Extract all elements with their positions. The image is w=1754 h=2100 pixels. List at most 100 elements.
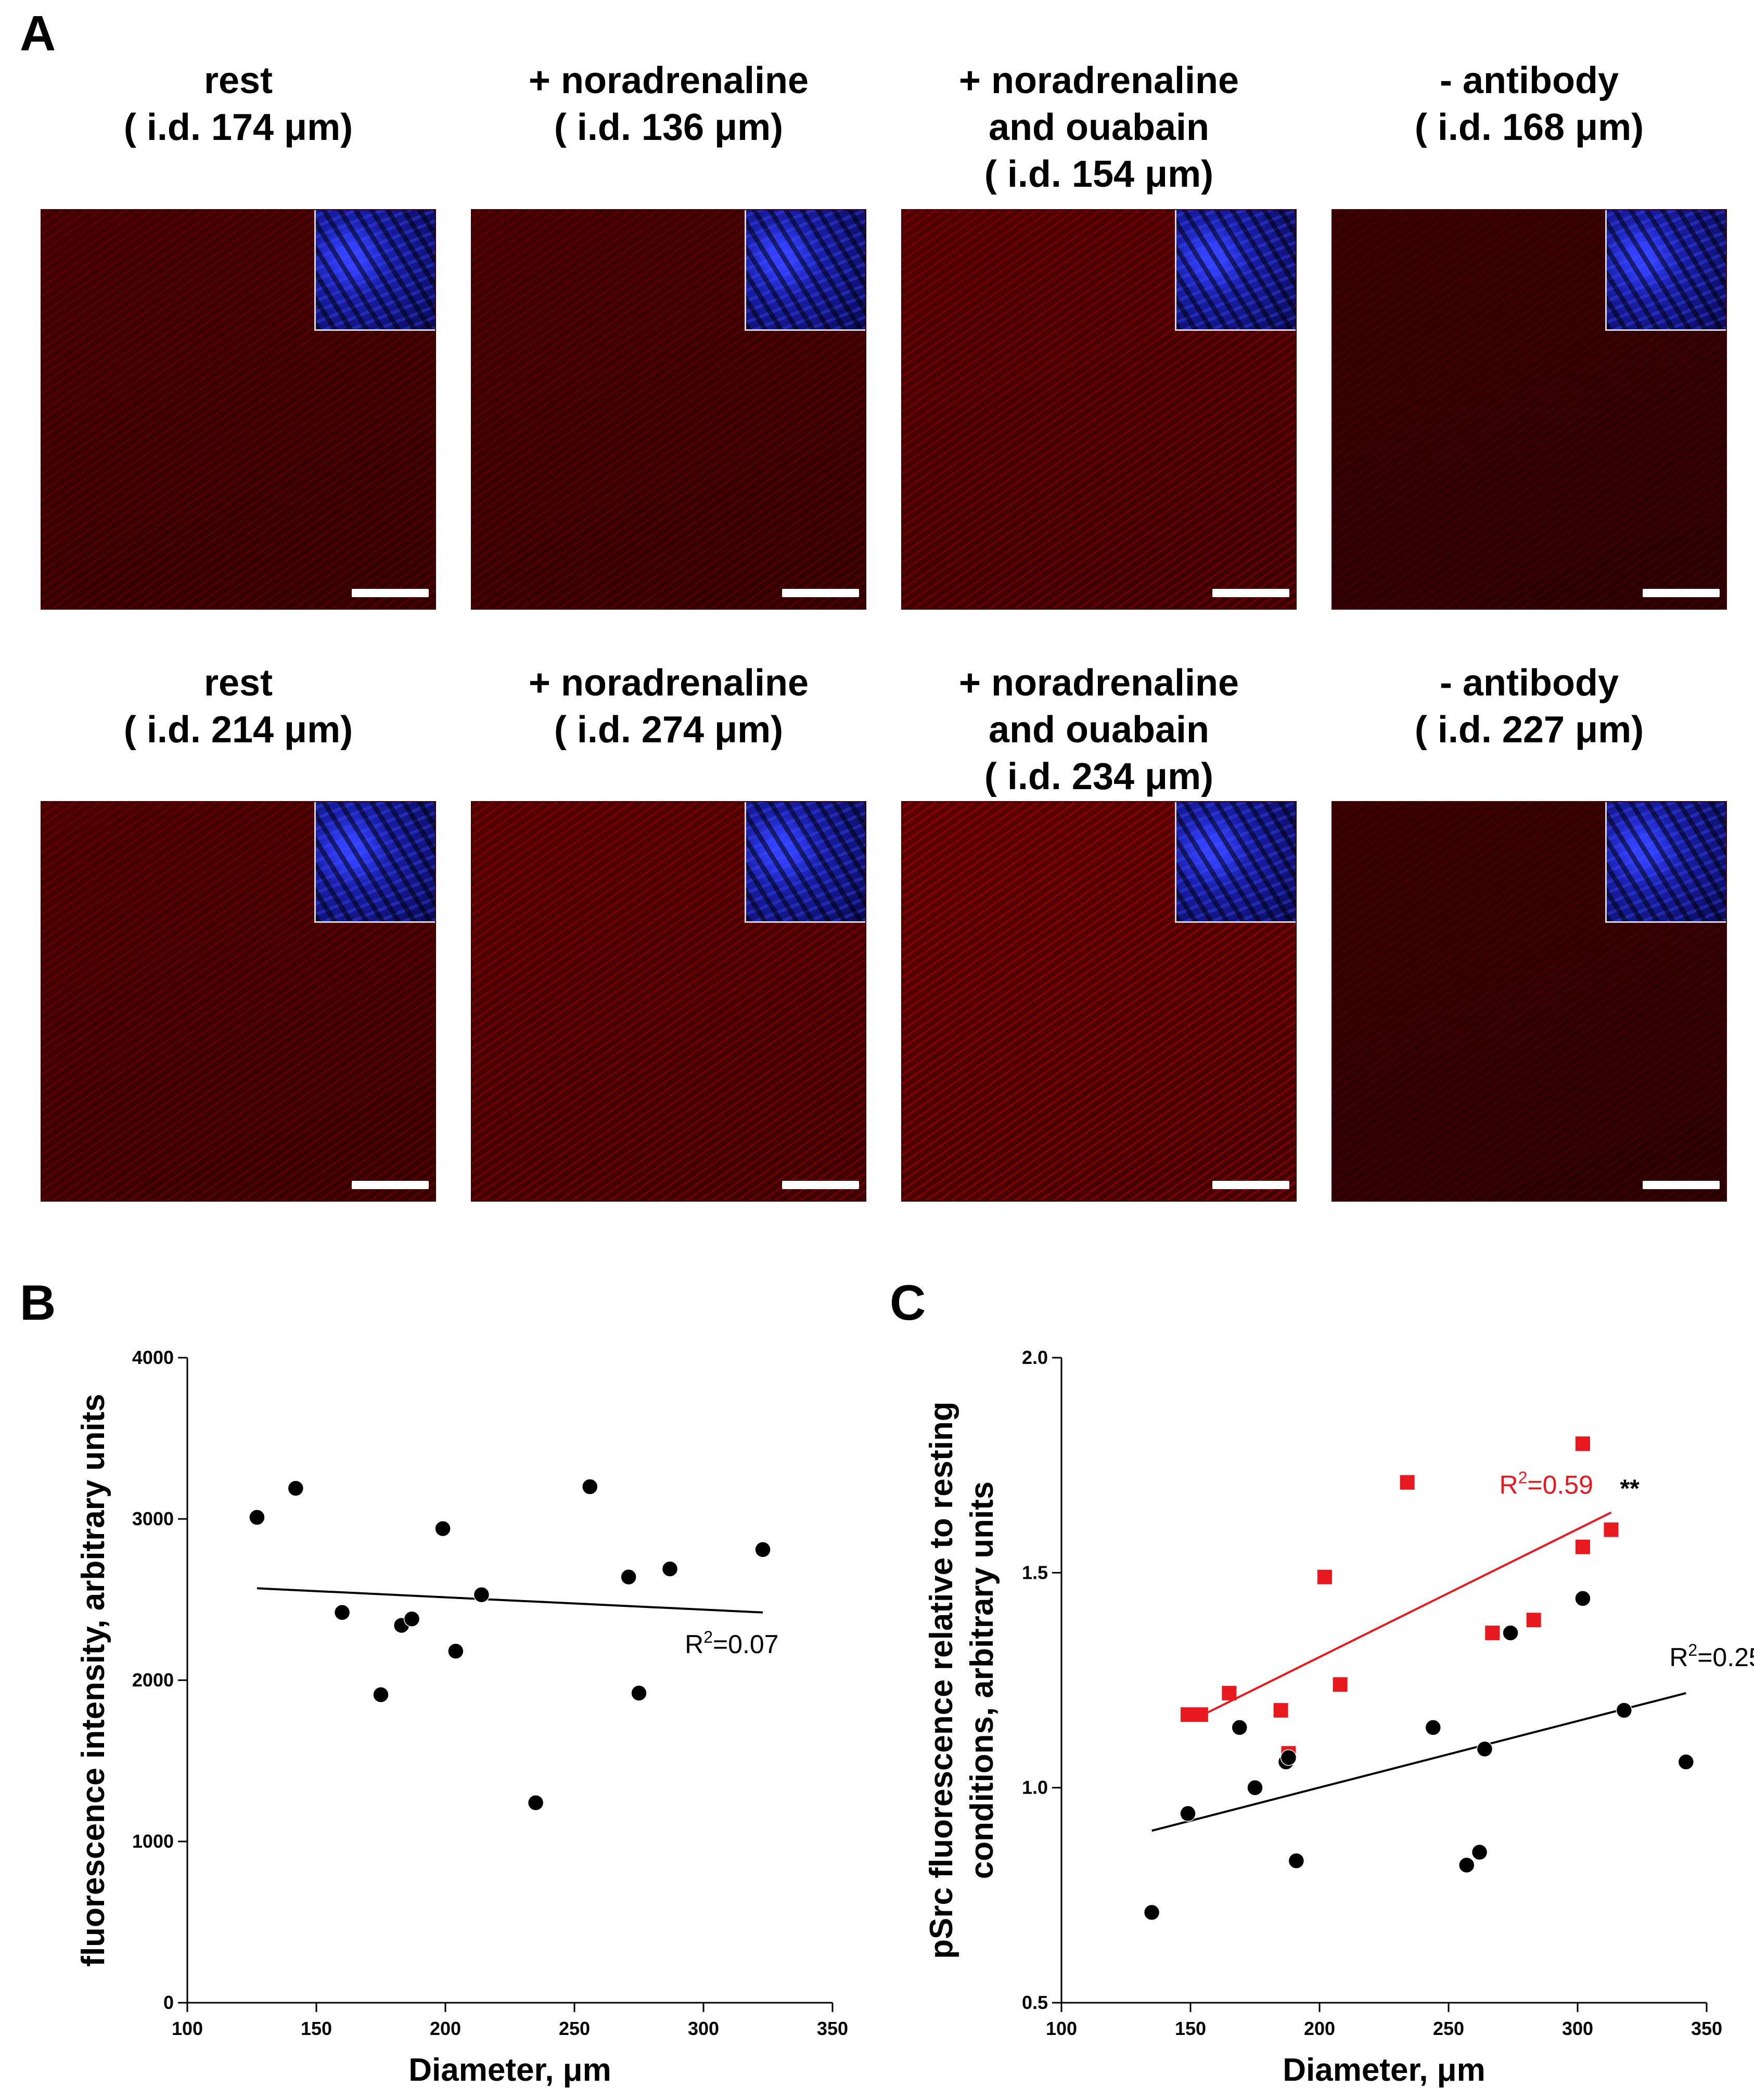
panel-c-letter: C <box>890 1275 926 1331</box>
x-tick-label: 200 <box>1304 2018 1335 2039</box>
micrograph-image <box>471 209 866 610</box>
regression-line <box>257 1587 763 1614</box>
micrograph-label: + noradrenaline and ouabain ( i.d. 234 μm) <box>901 660 1297 800</box>
micrograph-label-line: ( i.d. 136 μm) <box>554 107 784 148</box>
micrograph-label-line: ( i.d. 227 μm) <box>1414 709 1644 751</box>
y-tick-label: 1.5 <box>1022 1562 1048 1583</box>
data-point <box>1180 1805 1196 1822</box>
data-point <box>1333 1677 1348 1692</box>
micrograph-label: + noradrenaline ( i.d. 274 μm) <box>471 660 866 753</box>
data-point <box>334 1604 351 1621</box>
micrograph-image <box>41 801 436 1202</box>
data-point <box>1476 1741 1493 1758</box>
micrograph-label: rest ( i.d. 174 μm) <box>41 57 436 151</box>
micrograph-label-line: ( i.d. 174 μm) <box>123 107 353 148</box>
x-tick-label: 150 <box>301 2018 332 2039</box>
micrograph-label-line: rest <box>203 60 273 101</box>
data-point <box>249 1509 265 1526</box>
data-point <box>1231 1719 1248 1736</box>
x-tick-label: 350 <box>1691 2018 1722 2039</box>
micrograph-label-line: - antibody <box>1440 662 1619 704</box>
micrograph-image <box>471 801 866 1202</box>
micrograph-label-line: - antibody <box>1440 60 1619 101</box>
data-point <box>1575 1539 1590 1554</box>
scale-bar <box>1212 1181 1289 1189</box>
regression-line <box>1202 1511 1612 1716</box>
micrograph-image <box>41 209 436 610</box>
data-point <box>403 1611 420 1627</box>
x-tick-label: 150 <box>1175 2018 1206 2039</box>
micrograph-label-line: ( i.d. 168 μm) <box>1414 107 1644 148</box>
data-point <box>1678 1754 1695 1770</box>
data-point <box>1288 1852 1305 1869</box>
y-axis-label: conditions, arbitrary units <box>964 1481 1000 1879</box>
data-point <box>754 1541 771 1558</box>
nuclei-inset <box>1175 802 1296 923</box>
data-point <box>1574 1590 1591 1607</box>
micrograph-image <box>901 801 1297 1202</box>
panel-b-letter: B <box>20 1275 56 1331</box>
data-point <box>373 1686 389 1703</box>
data-point <box>631 1685 647 1702</box>
nuclei-inset <box>1605 210 1726 331</box>
data-point <box>1616 1702 1633 1719</box>
x-axis-label: Diameter, μm <box>408 2052 611 2088</box>
y-axis-label: fluorescence intensity, arbitrary units <box>75 1394 111 1966</box>
micrograph-label-line: ( i.d. 214 μm) <box>123 709 353 751</box>
chart-c: 100 150 200 250 300 350 0.5 1.0 1.5 2.0 Diameter, … <box>924 1347 1754 2088</box>
nuclei-inset <box>314 802 435 923</box>
data-point <box>1502 1625 1519 1641</box>
data-point <box>1317 1569 1332 1584</box>
data-point <box>620 1568 637 1586</box>
micrograph-label: - antibody ( i.d. 227 μm) <box>1331 660 1727 753</box>
r-squared-label: R2=0.07 <box>685 1628 778 1659</box>
data-point <box>661 1561 678 1577</box>
micrograph-label: rest ( i.d. 214 μm) <box>41 660 436 753</box>
data-point <box>447 1643 464 1659</box>
micrograph-image <box>1331 209 1727 610</box>
nuclei-inset <box>1605 802 1726 923</box>
micrograph-label-line: ( i.d. 274 μm) <box>554 709 784 751</box>
x-tick-label: 350 <box>817 2018 848 2039</box>
data-point <box>1400 1475 1415 1490</box>
x-tick-label: 250 <box>1433 2018 1464 2039</box>
x-tick-label: 300 <box>688 2018 719 2039</box>
micrograph-label: + noradrenaline ( i.d. 136 μm) <box>471 57 866 151</box>
nuclei-inset <box>745 210 865 331</box>
x-axis-label: Diameter, μm <box>1283 2052 1485 2088</box>
scale-bar <box>782 589 859 597</box>
data-point <box>1575 1436 1590 1451</box>
data-point <box>1222 1685 1237 1700</box>
x-tick-label: 200 <box>430 2018 461 2039</box>
data-point <box>1247 1779 1263 1796</box>
micrograph-label-line: + noradrenaline <box>528 662 809 704</box>
scale-bar <box>782 1181 859 1189</box>
data-point <box>434 1520 451 1537</box>
y-tick-label: 3000 <box>132 1508 174 1529</box>
y-tick-label: 2000 <box>132 1669 174 1691</box>
micrograph-label-line: + noradrenaline <box>958 60 1239 101</box>
micrograph-label-line: ( i.d. 154 μm) <box>984 153 1214 195</box>
significance-stars: ** <box>1620 1475 1640 1503</box>
micrograph-label-line: and ouabain <box>988 107 1210 148</box>
data-point <box>473 1586 490 1603</box>
chart-b: 100 150 200 250 300 350 0 1000 2000 3000 4000 Diame… <box>75 1347 848 2088</box>
micrograph-label-line: rest <box>203 662 273 704</box>
x-tick-label: 100 <box>172 2018 203 2039</box>
y-tick-label: 0 <box>163 1992 174 2013</box>
scale-bar <box>1643 1181 1720 1189</box>
data-point <box>1193 1707 1208 1722</box>
x-tick-label: 100 <box>1046 2018 1077 2039</box>
nuclei-inset <box>745 802 865 923</box>
regression-line <box>1151 1692 1686 1832</box>
data-point <box>1273 1703 1288 1718</box>
scale-bar <box>352 589 429 597</box>
data-point <box>527 1794 544 1811</box>
nuclei-inset <box>314 210 435 331</box>
micrograph-label: + noradrenaline and ouabain ( i.d. 154 μm) <box>901 57 1297 198</box>
data-point <box>1604 1522 1619 1537</box>
x-tick-label: 300 <box>1562 2018 1593 2039</box>
data-point <box>582 1478 598 1495</box>
micrograph-image <box>901 209 1297 610</box>
y-tick-label: 0.5 <box>1022 1992 1048 2013</box>
